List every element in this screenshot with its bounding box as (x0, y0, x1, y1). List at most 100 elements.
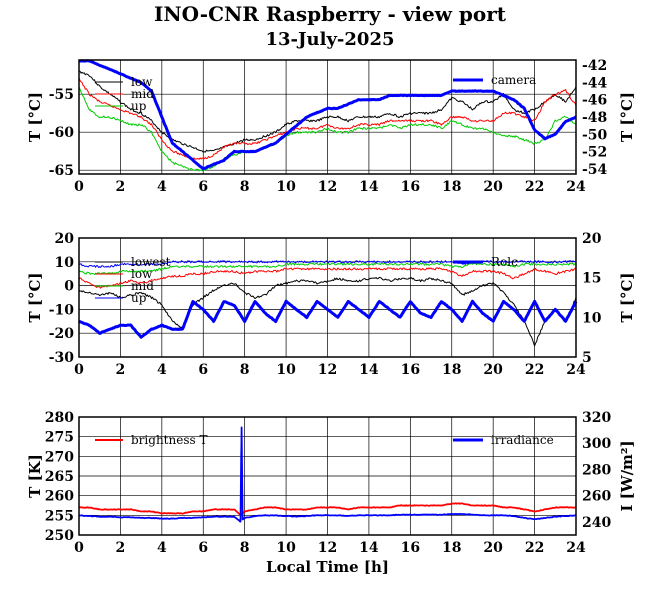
x-axis-label: Local Time [h] (266, 558, 389, 576)
y-tick-label: -60 (49, 125, 75, 141)
x-tick-label: 14 (359, 179, 379, 195)
series-line-lowest (78, 276, 577, 347)
y2-tick-label: -46 (582, 93, 607, 109)
x-tick-label: 22 (525, 540, 544, 556)
series-line-irradiance (78, 426, 577, 523)
x-tick-label: 10 (276, 540, 296, 556)
x-tick-label: 18 (442, 179, 461, 195)
y2-tick-label: 300 (582, 436, 611, 452)
x-tick-label: 16 (401, 540, 420, 556)
x-tick-label: 20 (483, 362, 503, 378)
x-tick-label: 12 (318, 362, 337, 378)
y2-axis-label: T [°C] (618, 272, 636, 322)
legend-label: brightness T (131, 433, 207, 447)
y-tick-label: 10 (55, 255, 75, 271)
x-tick-label: 20 (483, 179, 503, 195)
y-tick-label: -10 (49, 302, 75, 318)
y-tick-label: 270 (45, 449, 74, 465)
x-tick-label: 18 (442, 540, 461, 556)
legend-label: low (131, 267, 153, 281)
y-tick-label: 20 (55, 231, 75, 247)
y-tick-label: 260 (45, 489, 74, 505)
y-tick-label: 265 (45, 469, 74, 485)
y2-tick-label: -42 (582, 58, 607, 74)
plot-frame (78, 237, 577, 358)
x-tick-label: 0 (74, 540, 84, 556)
x-tick-label: 2 (116, 362, 126, 378)
x-tick-label: 12 (318, 179, 337, 195)
x-tick-label: 24 (566, 179, 586, 195)
y2-tick-label: 240 (582, 515, 611, 531)
x-tick-label: 0 (74, 362, 84, 378)
x-tick-label: 8 (240, 540, 250, 556)
legend-label: mid (131, 279, 154, 293)
y-tick-label: 255 (45, 508, 74, 524)
y2-tick-label: -54 (582, 162, 608, 178)
y2-tick-label: 280 (582, 462, 611, 478)
y2-axis-label: T [°C] (618, 92, 636, 142)
legend-label: camera (491, 73, 536, 87)
x-tick-label: 16 (401, 179, 420, 195)
y2-tick-label: 10 (582, 310, 602, 326)
series-line-low (78, 70, 577, 153)
legend-label: irradiance (491, 433, 554, 447)
series-line-mid (78, 262, 577, 275)
x-tick-label: 22 (525, 179, 544, 195)
x-tick-label: 6 (198, 540, 208, 556)
legend-label: low (131, 75, 153, 89)
y2-tick-label: -52 (582, 145, 607, 161)
x-tick-label: 0 (74, 179, 84, 195)
y-axis-label: T [°C] (26, 92, 44, 142)
series-line-Rolc (78, 299, 578, 339)
chart-subtitle: 13-July-2025 (266, 29, 395, 50)
y-tick-label: -55 (49, 87, 74, 103)
series-line-up (78, 260, 577, 268)
x-tick-label: 4 (157, 540, 167, 556)
y-tick-label: 250 (45, 528, 74, 544)
chart-panel-2: 0 2 4 6 8 10 12 14 16 18 20 22 2420100-10-20-3020151… (26, 231, 636, 378)
y-tick-label: 275 (45, 430, 74, 446)
legend-label: lowest (131, 255, 171, 269)
x-tick-label: 4 (157, 179, 167, 195)
x-tick-label: 18 (442, 362, 461, 378)
x-tick-label: 2 (116, 540, 126, 556)
series-line-mid (78, 77, 577, 160)
y2-tick-label: 20 (582, 231, 602, 247)
x-tick-label: 14 (359, 362, 379, 378)
y-tick-label: 280 (45, 410, 74, 426)
x-tick-label: 8 (240, 362, 250, 378)
legend-label: Rolc (491, 255, 518, 269)
y-tick-label: -30 (49, 350, 75, 366)
x-tick-label: 14 (359, 540, 379, 556)
y-axis-label: T [K] (26, 454, 44, 498)
legend-label: mid (131, 87, 154, 101)
x-tick-label: 10 (276, 179, 296, 195)
y-tick-label: -20 (49, 326, 75, 342)
y-tick-label: -65 (49, 163, 74, 179)
x-tick-label: 8 (240, 179, 250, 195)
plot-frame (78, 416, 577, 536)
x-tick-label: 6 (198, 179, 208, 195)
chart-panels: 0 2 4 6 8 10 12 14 16 18 20 22 24-55-60-65-42-44-46-… (26, 58, 636, 576)
chart-panel-1: 0 2 4 6 8 10 12 14 16 18 20 22 24-55-60-65-42-44-46-… (26, 58, 636, 195)
x-tick-label: 4 (157, 362, 167, 378)
y2-tick-label: 15 (582, 271, 601, 287)
x-tick-label: 10 (276, 362, 296, 378)
x-tick-label: 12 (318, 540, 337, 556)
series-line-camera (78, 59, 577, 171)
x-tick-label: 22 (525, 362, 544, 378)
y2-tick-label: -50 (582, 127, 608, 143)
y2-axis-label: I [W/m²] (618, 440, 636, 511)
y2-tick-label: -44 (582, 75, 608, 91)
x-tick-label: 24 (566, 362, 586, 378)
y-tick-label: 0 (64, 279, 74, 295)
chart-panel-3: 0 2 4 6 8 10 12 14 16 18 20 22 242802752702652602552… (26, 410, 636, 576)
x-tick-label: 20 (483, 540, 503, 556)
series-line-brightness-T (78, 502, 577, 517)
x-tick-label: 6 (198, 362, 208, 378)
series-line-low (78, 267, 577, 289)
y-axis-label: T [°C] (26, 272, 44, 322)
x-tick-label: 2 (116, 179, 126, 195)
y2-tick-label: 320 (582, 410, 611, 426)
